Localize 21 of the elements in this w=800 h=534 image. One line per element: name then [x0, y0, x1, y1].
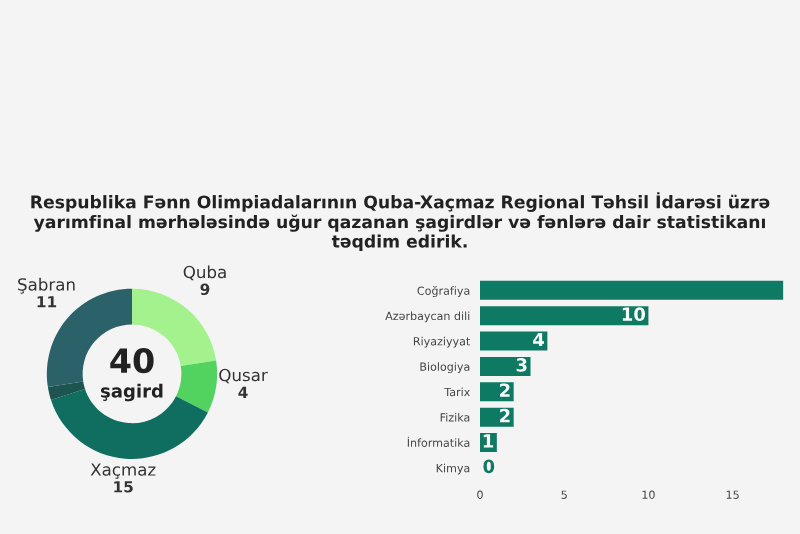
data-label: 0: [483, 459, 495, 474]
data-label: 3: [516, 358, 527, 372]
bar: [480, 280, 784, 300]
data-label: 2: [500, 408, 510, 423]
bar: [480, 356, 531, 376]
bar: [480, 331, 548, 351]
slice-label: Qusar: [219, 368, 268, 384]
data-label: 2: [500, 383, 510, 397]
slice-label: Xaçmaz: [90, 463, 156, 479]
text: Respublika Fənn Olimpiadalarının Quba-Xaçmaz Regional Təhsil İdarəsi üzrə yarımfinal mərhələsində uğur qazanan şagirdlər və fənlərə dair statistikanı təqdim edirik.: [31, 192, 770, 252]
bar: [480, 407, 514, 427]
donut-slice: [176, 360, 218, 413]
slice-label: Quba: [183, 265, 226, 281]
text: 40: [110, 348, 154, 374]
data-label: 4: [533, 332, 545, 347]
donut-slice: [47, 381, 86, 401]
data-label: 10: [622, 307, 646, 321]
bar: [480, 306, 649, 326]
text: şagird: [101, 383, 163, 402]
slice-label: Şabran: [18, 277, 75, 294]
data-label: 1: [483, 434, 494, 448]
